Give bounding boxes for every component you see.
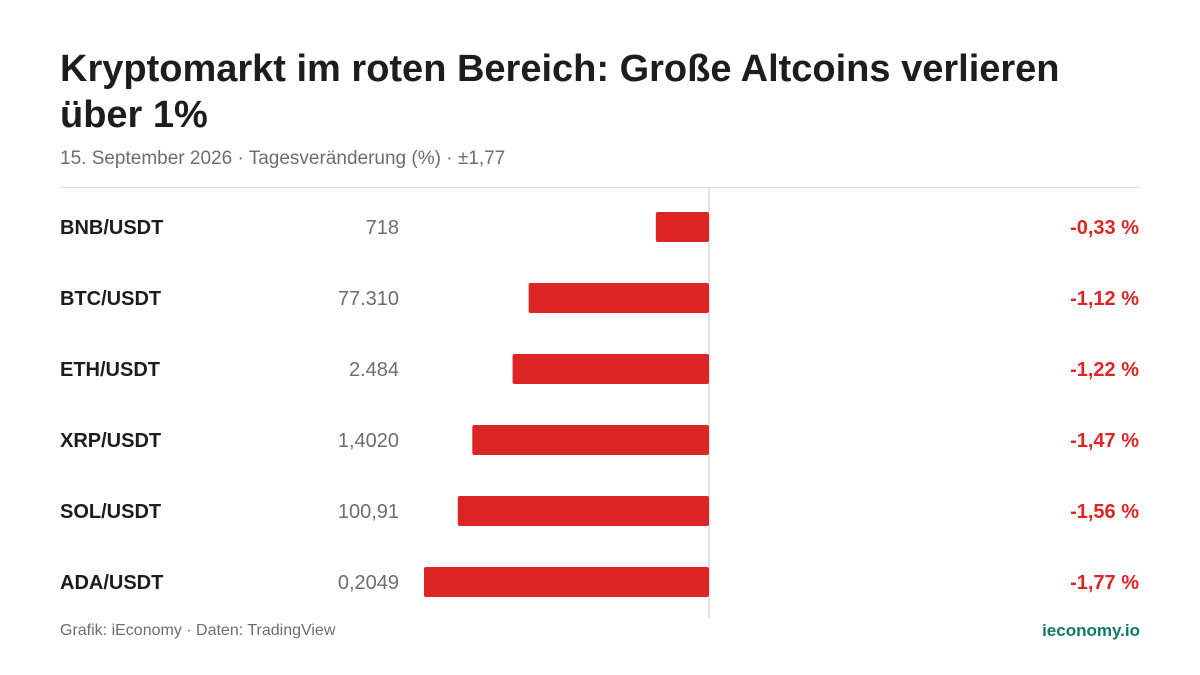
price-label: 1,4020 (338, 430, 399, 452)
chart-title: Kryptomarkt im roten Bereich: Große Altc… (60, 48, 1060, 136)
bar-chart: BNB/USDT 718 -0,33 % BTC/USDT 77.310 -1,12 % E… (60, 188, 1139, 618)
price-label: 100,91 (338, 501, 399, 523)
subtitle-date: 15. September 2026 (60, 148, 233, 169)
bar-sol-usdt (457, 496, 709, 526)
price-label: 77.310 (338, 288, 399, 310)
change-label: -1,47 % (1070, 430, 1139, 452)
pair-label: BNB/USDT (60, 217, 163, 239)
subtitle-separator: · (440, 148, 458, 169)
change-label: -1,77 % (1070, 572, 1139, 594)
pair-label: ADA/USDT (60, 572, 163, 594)
subtitle-separator: · (232, 148, 249, 169)
pair-label: BTC/USDT (60, 288, 161, 310)
footer-credit: Grafik: iEconomy · Daten: TradingView (60, 622, 336, 639)
header-divider (60, 187, 1140, 188)
change-label: -1,56 % (1070, 501, 1139, 523)
bar-ada-usdt (424, 567, 709, 597)
pair-label: XRP/USDT (60, 430, 161, 452)
change-label: -0,33 % (1070, 217, 1139, 239)
price-label: 718 (366, 217, 399, 239)
bar-xrp-usdt (472, 425, 709, 455)
bar-eth-usdt (512, 354, 709, 384)
price-label: 2.484 (349, 359, 399, 381)
subtitle-metric: Tagesveränderung (%) (248, 148, 441, 169)
pair-label: ETH/USDT (60, 359, 160, 381)
pair-label: SOL/USDT (60, 501, 161, 523)
change-label: -1,22 % (1070, 359, 1139, 381)
subtitle-range: ±1,77 (457, 148, 506, 169)
footer-brand: ieconomy.io (1042, 621, 1140, 640)
chart-subtitle: 15. September 2026 · Tagesveränderung (%… (60, 147, 505, 171)
change-label: -1,12 % (1070, 288, 1139, 310)
bar-bnb-usdt (655, 212, 709, 242)
price-label: 0,2049 (338, 572, 399, 594)
bar-btc-usdt (528, 283, 709, 313)
